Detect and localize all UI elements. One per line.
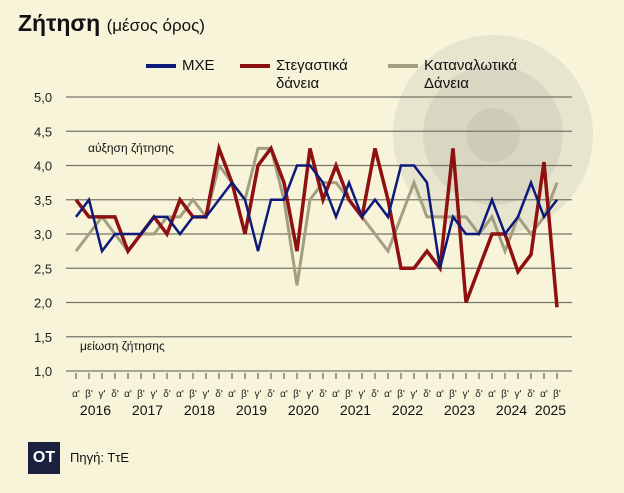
x-quarter-label: γ' (307, 389, 314, 400)
x-quarter-label: β' (501, 389, 509, 400)
x-year-label: 2023 (444, 402, 475, 418)
x-year-label: 2016 (80, 402, 111, 418)
x-quarter-label: γ' (151, 389, 158, 400)
annotation: αύξηση ζήτησης (88, 141, 174, 155)
x-quarter-label: δ' (215, 389, 223, 400)
x-quarter-label: α' (280, 389, 288, 400)
y-tick-label: 2,0 (34, 296, 52, 311)
subtitle-text: (μέσος όρος) (106, 16, 205, 35)
x-quarter-label: β' (293, 389, 301, 400)
x-quarter-label: γ' (359, 389, 366, 400)
x-quarter-label: γ' (255, 389, 262, 400)
x-quarter-label: β' (553, 389, 561, 400)
x-quarter-label: δ' (267, 389, 275, 400)
x-quarter-label: α' (436, 389, 444, 400)
x-quarter-label: β' (397, 389, 405, 400)
x-quarter-label: α' (72, 389, 80, 400)
y-tick-label: 4,5 (34, 124, 52, 139)
x-quarter-label: α' (332, 389, 340, 400)
x-quarter-label: α' (176, 389, 184, 400)
x-quarter-label: δ' (527, 389, 535, 400)
x-quarter-label: β' (241, 389, 249, 400)
y-tick-label: 2,5 (34, 261, 52, 276)
x-quarter-label: γ' (515, 389, 522, 400)
y-tick-label: 1,5 (34, 330, 52, 345)
x-year-label: 2021 (340, 402, 371, 418)
series-line-0 (75, 164, 558, 269)
y-tick-label: 4,0 (34, 159, 52, 174)
x-quarter-label: α' (384, 389, 392, 400)
legend-housing: Στεγαστικά δάνεια (276, 57, 348, 92)
page-title: Ζήτηση (μέσος όρος) (18, 10, 205, 37)
legend-swatch-housing (240, 64, 270, 68)
x-quarter-label: β' (137, 389, 145, 400)
x-year-label: 2020 (288, 402, 319, 418)
x-quarter-label: α' (228, 389, 236, 400)
x-quarter-label: β' (449, 389, 457, 400)
x-quarter-label: γ' (99, 389, 106, 400)
x-quarter-label: β' (189, 389, 197, 400)
x-quarter-label: α' (124, 389, 132, 400)
x-year-label: 2025 (535, 402, 566, 418)
title-text: Ζήτηση (18, 10, 101, 36)
x-quarter-label: δ' (163, 389, 171, 400)
legend-mxe: ΜΧΕ (182, 57, 215, 74)
x-year-label: 2024 (496, 402, 527, 418)
x-quarter-label: δ' (371, 389, 379, 400)
x-quarter-label: δ' (423, 389, 431, 400)
x-quarter-label: α' (540, 389, 548, 400)
x-quarter-label: γ' (463, 389, 470, 400)
x-quarter-label: δ' (475, 389, 483, 400)
x-quarter-label: δ' (319, 389, 327, 400)
series-line-2 (74, 146, 559, 286)
y-tick-label: 1,0 (34, 364, 52, 379)
legend-swatch-mxe (146, 64, 176, 68)
legend-consumer: Καταναλωτικά Δάνεια (424, 57, 518, 92)
x-quarter-label: γ' (411, 389, 418, 400)
annotation: μείωση ζήτησης (80, 339, 165, 353)
x-year-label: 2017 (132, 402, 163, 418)
x-year-label: 2019 (236, 402, 267, 418)
x-quarter-label: β' (345, 389, 353, 400)
y-tick-label: 3,0 (34, 227, 52, 242)
x-quarter-label: α' (488, 389, 496, 400)
x-year-label: 2022 (392, 402, 423, 418)
x-year-label: 2018 (184, 402, 215, 418)
source-note: Πηγή: ΤτΕ (70, 450, 130, 465)
decor-circle (466, 108, 520, 162)
x-quarter-label: γ' (203, 389, 210, 400)
legend-swatch-consumer (388, 64, 418, 68)
ot-logo: OT (28, 442, 60, 474)
y-tick-label: 3,5 (34, 193, 52, 208)
y-tick-label: 5,0 (34, 90, 52, 105)
x-quarter-label: β' (85, 389, 93, 400)
x-quarter-label: δ' (111, 389, 119, 400)
